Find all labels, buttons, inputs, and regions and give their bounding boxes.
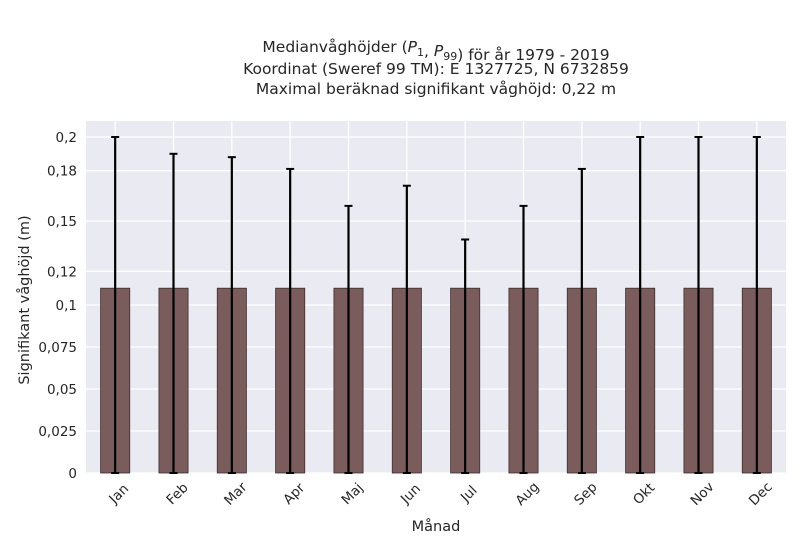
error-bar-aug (519, 204, 528, 474)
x-tick-label: Sep (571, 479, 600, 508)
x-tick-label: Aug (513, 479, 543, 509)
y-tick-label: 0,075 (38, 340, 77, 356)
y-tick-label: 0,025 (38, 424, 77, 440)
x-tick-label: Dec (746, 479, 776, 509)
y-tick-label: 0,05 (47, 382, 77, 398)
x-tick-label: Feb (163, 480, 191, 508)
error-bars (111, 136, 761, 474)
error-bar-sep (577, 167, 586, 474)
y-tick-label: 0,18 (47, 164, 77, 180)
x-tick-label: Apr (280, 480, 308, 508)
error-bar-nov (694, 136, 703, 474)
title-line-3: Maximal beräknad signifikant våghöjd: 0,… (256, 80, 616, 98)
error-bar-jan (111, 136, 120, 474)
plot-area (86, 121, 786, 473)
error-bar-maj (344, 204, 353, 474)
x-axis-label: Månad (412, 518, 461, 535)
y-axis-ticks: 0 0,025 0,05 0,075 0,1 0,12 0,15 0,18 0,2 (38, 130, 77, 482)
error-bar-jun (402, 184, 411, 474)
y-tick-label: 0,12 (47, 264, 77, 280)
error-bar-feb (169, 152, 178, 474)
x-tick-label: Nov (688, 479, 718, 509)
x-tick-label: Mar (221, 479, 251, 509)
x-axis-ticks: Jan Feb Mar Apr Maj Jun Jul Aug Sep Okt Nov Dec (105, 479, 775, 509)
x-tick-label: Jun (397, 481, 424, 508)
x-tick-label: Maj (338, 480, 366, 508)
title-line-1: Medianvåghöjder (P1, P99) för år 1979 - … (262, 38, 609, 64)
x-tick-label: Jan (105, 481, 132, 508)
error-bar-mar (227, 156, 236, 474)
error-bar-dec (752, 136, 761, 474)
error-bar-okt (636, 136, 645, 474)
x-tick-label: Jul (457, 483, 481, 507)
error-bar-apr (286, 167, 295, 474)
title-line-2: Koordinat (Sweref 99 TM): E 1327725, N 6… (243, 60, 629, 78)
y-axis-label: Signifikant våghöjd (m) (16, 215, 33, 384)
error-bar-jul (461, 238, 470, 474)
y-tick-label: 0,15 (47, 214, 77, 230)
y-tick-label: 0,2 (56, 130, 77, 146)
y-tick-label: 0,1 (56, 298, 77, 314)
x-tick-label: Okt (630, 480, 658, 508)
y-tick-label: 0 (68, 466, 77, 482)
chart-title: Medianvåghöjder (P1, P99) för år 1979 - … (243, 38, 629, 98)
